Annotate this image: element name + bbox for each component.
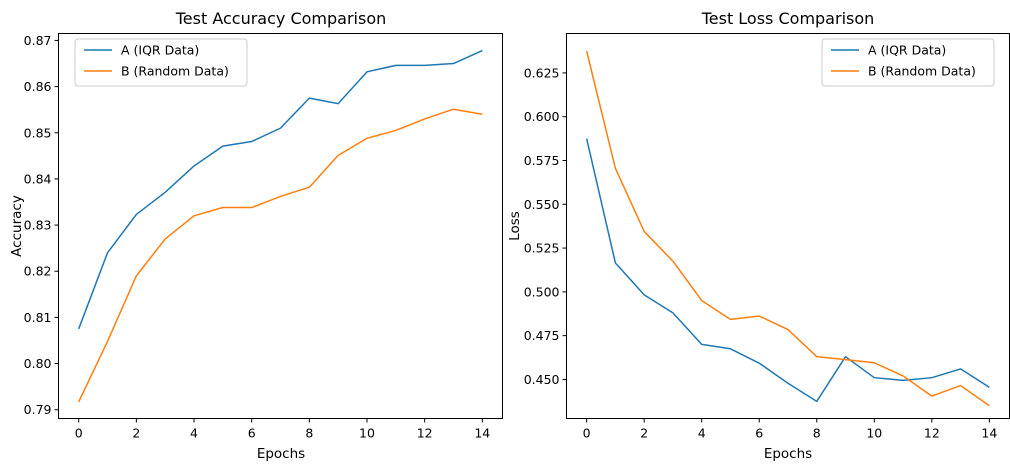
loss-legend-label-a: A (IQR Data) (868, 43, 946, 58)
accuracy-legend: A (IQR Data) B (Random Data) (74, 38, 248, 87)
loss-y-tick-label: 0.575 (524, 153, 560, 168)
loss-x-axis-label: Epochs (764, 446, 812, 462)
loss-x-tick-label: 4 (698, 426, 706, 441)
loss-y-tick-label: 0.500 (524, 284, 560, 299)
loss-plot-frame (566, 33, 1010, 419)
accuracy-y-tick-label: 0.87 (24, 33, 52, 48)
accuracy-series-b-line (78, 108, 483, 403)
accuracy-x-tick-label: 6 (248, 426, 256, 441)
loss-y-axis-label: Loss (507, 211, 523, 241)
accuracy-y-tick-label: 0.84 (24, 171, 52, 186)
loss-x-tick-label: 12 (924, 426, 940, 441)
accuracy-x-tick-label: 10 (359, 426, 375, 441)
loss-x-tick-label: 8 (813, 426, 821, 441)
loss-x-tick-label: 0 (583, 426, 591, 441)
accuracy-y-tick-label: 0.83 (24, 218, 52, 233)
loss-y-tick-label: 0.525 (524, 241, 560, 256)
loss-x-tick-label: 2 (640, 426, 648, 441)
accuracy-y-tick-label: 0.86 (24, 79, 52, 94)
accuracy-x-tick-label: 4 (190, 426, 198, 441)
loss-legend-label-b: B (Random Data) (868, 64, 976, 79)
accuracy-y-tick-label: 0.79 (24, 402, 52, 417)
accuracy-series (77, 49, 483, 403)
loss-x-tick-label: 14 (981, 426, 997, 441)
accuracy-chart-title: Test Accuracy Comparison (175, 9, 387, 28)
loss-y-tick-label: 0.550 (524, 197, 560, 212)
accuracy-x-tick-label: 2 (132, 426, 140, 441)
accuracy-x-tick-label: 14 (474, 426, 490, 441)
loss-y-tick-label: 0.475 (524, 328, 560, 343)
loss-y-tick-label: 0.625 (524, 65, 560, 80)
accuracy-x-tick-label: 0 (75, 426, 83, 441)
accuracy-y-tick-label: 0.82 (24, 264, 52, 279)
loss-chart: Test Loss Comparison 0 2 4 6 8 10 12 14 0.450 0.4… (507, 9, 1010, 462)
loss-y-tick-label: 0.600 (524, 109, 560, 124)
accuracy-ticks: 0 2 4 6 8 10 12 14 0.79 0.80 0.81 0.82 0.83 0.84 0.85 0… (24, 33, 491, 441)
accuracy-y-tick-label: 0.80 (24, 356, 52, 371)
accuracy-legend-label-b: B (Random Data) (121, 64, 229, 79)
accuracy-y-tick-label: 0.85 (24, 125, 52, 140)
loss-x-tick-label: 10 (866, 426, 882, 441)
accuracy-series-a-line (77, 49, 483, 330)
accuracy-y-axis-label: Accuracy (9, 195, 25, 257)
accuracy-plot-frame (58, 33, 503, 419)
loss-x-tick-label: 6 (755, 426, 763, 441)
accuracy-x-tick-label: 12 (417, 426, 433, 441)
loss-series-b-line (585, 50, 990, 407)
accuracy-x-tick-label: 8 (305, 426, 313, 441)
loss-y-tick-label: 0.450 (524, 372, 560, 387)
accuracy-legend-box (74, 38, 248, 87)
loss-series (585, 50, 990, 407)
loss-chart-title: Test Loss Comparison (701, 9, 875, 28)
loss-legend-box (821, 38, 995, 87)
loss-ticks: 0 2 4 6 8 10 12 14 0.450 0.475 0.500 0.525 0.550 0.57… (524, 65, 998, 440)
accuracy-chart: Test Accuracy Comparison 0 2 4 6 8 10 12 14 0.79… (9, 9, 503, 462)
accuracy-x-axis-label: Epochs (257, 446, 305, 462)
accuracy-legend-label-a: A (IQR Data) (121, 43, 199, 58)
loss-legend: A (IQR Data) B (Random Data) (821, 38, 995, 87)
loss-series-a-line (585, 138, 990, 403)
accuracy-y-tick-label: 0.81 (24, 310, 52, 325)
